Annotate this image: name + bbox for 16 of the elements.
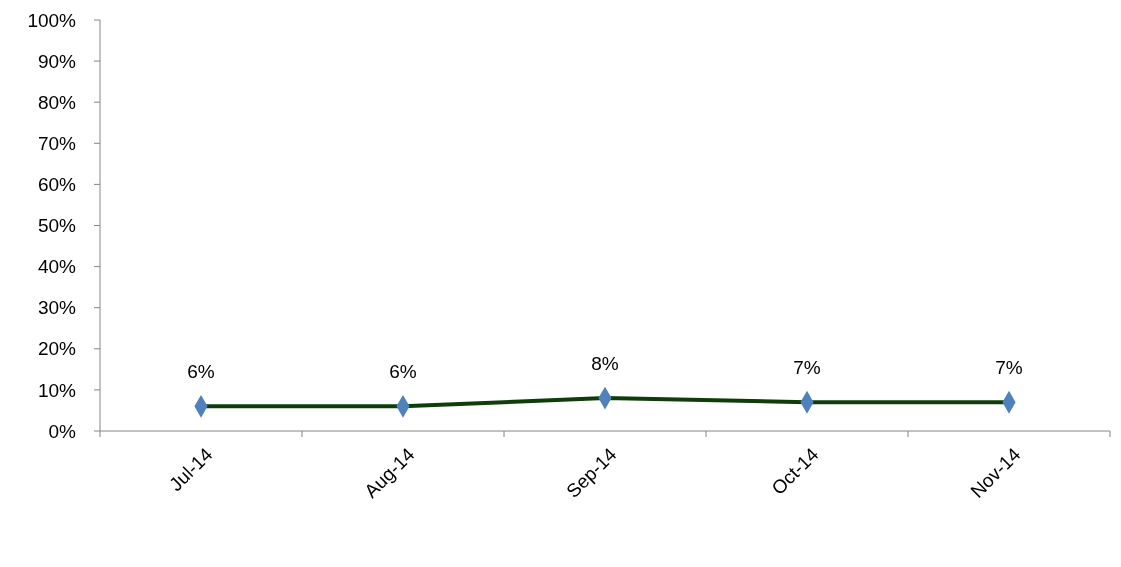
y-tick-label: 0%	[48, 420, 77, 442]
y-tick-label: 100%	[27, 9, 77, 31]
y-tick-label: 70%	[37, 132, 77, 154]
data-label: 6%	[187, 361, 215, 383]
y-tick-label: 20%	[37, 338, 77, 360]
data-label: 8%	[591, 353, 619, 375]
data-label: 7%	[995, 357, 1023, 379]
y-tick-label: 40%	[37, 256, 77, 278]
data-label: 7%	[793, 357, 821, 379]
y-tick-label: 50%	[37, 215, 77, 237]
y-tick-label: 60%	[37, 174, 77, 196]
y-tick-label: 10%	[37, 379, 77, 401]
data-label: 6%	[389, 361, 417, 383]
y-tick-label: 30%	[37, 297, 77, 319]
y-tick-label: 80%	[37, 91, 77, 113]
y-tick-label: 90%	[37, 50, 77, 72]
